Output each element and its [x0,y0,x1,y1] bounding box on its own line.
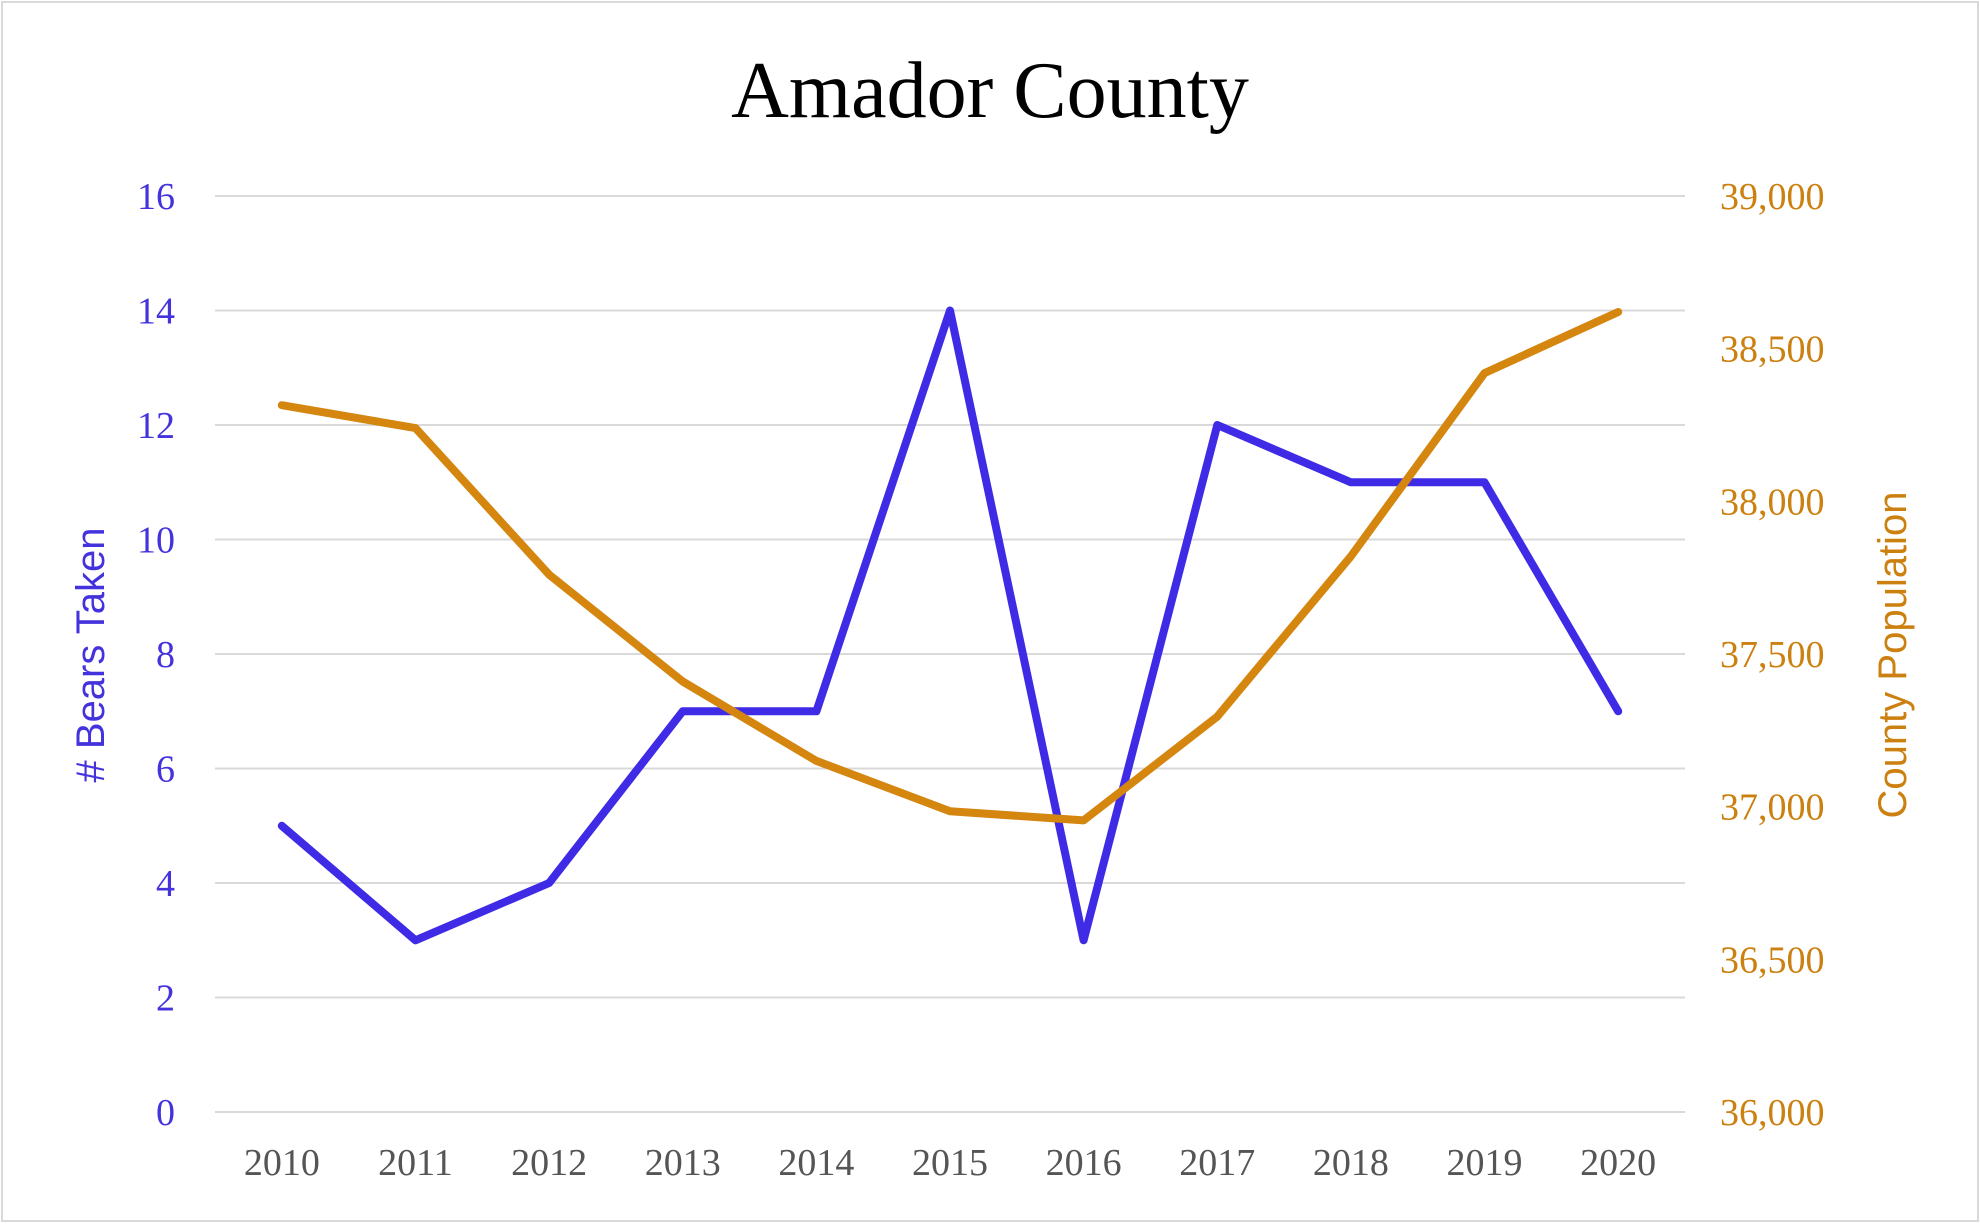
x-tick-label: 2013 [645,1142,721,1184]
x-tick-label: 2017 [1179,1142,1255,1184]
x-tick-label: 2012 [511,1142,587,1184]
x-tick-label: 2019 [1447,1142,1523,1184]
x-axis-ticks: 2010 2011 2012 2013 2014 2015 2016 2017 2018 2019… [244,1142,1656,1184]
left-tick-label: 8 [156,634,175,676]
left-axis-label: # Bears Taken [69,528,113,783]
x-tick-label: 2016 [1046,1142,1122,1184]
series-line-right-axis [277,308,1623,825]
x-tick-label: 2020 [1580,1142,1656,1184]
right-tick-label: 38,500 [1720,329,1825,371]
right-tick-label: 36,500 [1720,939,1825,981]
left-tick-label: 4 [156,863,175,905]
series-lines [277,306,1623,945]
left-tick-label: 12 [137,405,175,447]
x-tick-label: 2018 [1313,1142,1389,1184]
left-tick-label: 14 [137,291,175,333]
chart-title: Amador County [731,47,1249,135]
x-tick-label: 2015 [912,1142,988,1184]
right-tick-label: 39,000 [1720,176,1825,218]
right-tick-label: 36,000 [1720,1092,1825,1134]
gridlines [215,195,1685,1113]
right-axis-label: County Population [1871,492,1915,819]
right-tick-label: 38,000 [1720,481,1825,523]
x-tick-label: 2011 [378,1142,453,1184]
left-tick-label: 0 [156,1092,175,1134]
series-line-left-axis [277,306,1623,945]
right-tick-label: 37,500 [1720,634,1825,676]
left-axis-ticks: 0 2 4 6 8 10 12 14 16 [137,176,175,1134]
left-tick-label: 2 [156,978,175,1020]
x-tick-label: 2014 [778,1142,854,1184]
right-tick-label: 37,000 [1720,787,1825,829]
left-tick-label: 6 [156,749,175,791]
right-axis-ticks: 36,000 36,500 37,000 37,500 38,000 38,500 39,0… [1720,176,1825,1134]
left-tick-label: 16 [137,176,175,218]
left-tick-label: 10 [137,520,175,562]
x-tick-label: 2010 [244,1142,320,1184]
